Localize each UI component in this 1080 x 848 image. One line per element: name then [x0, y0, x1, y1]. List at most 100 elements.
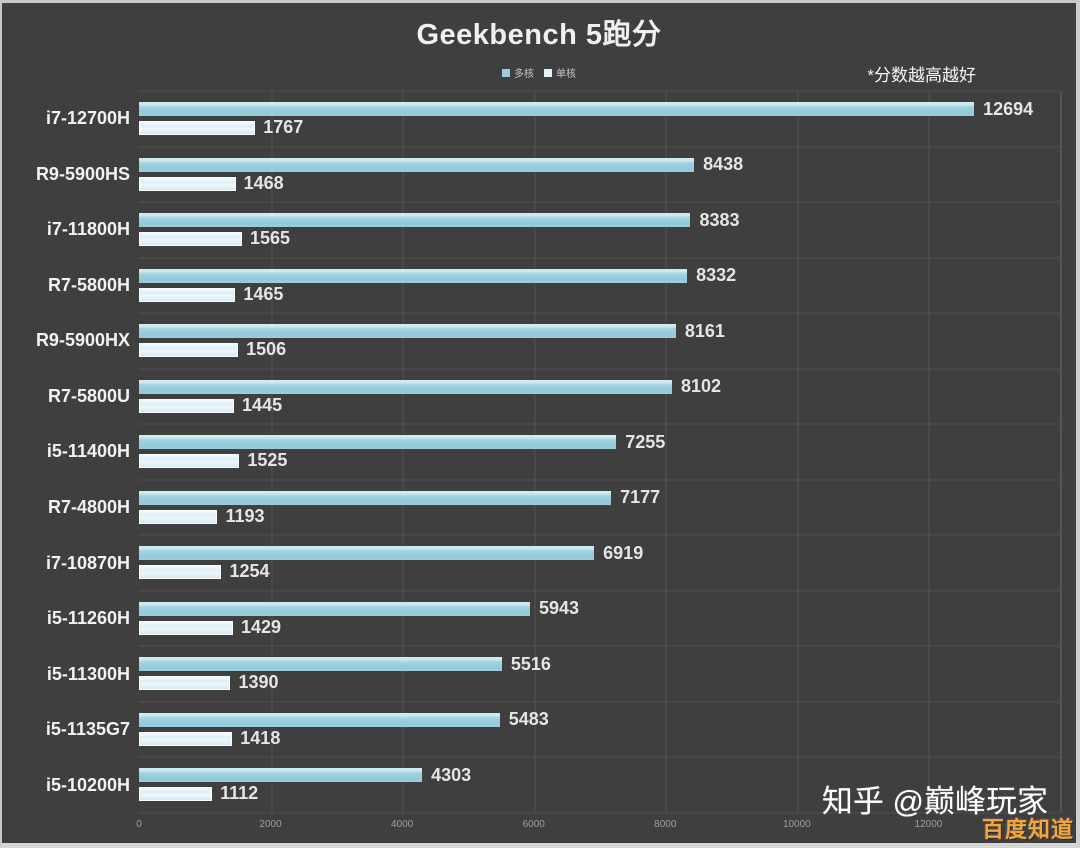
value-label-multicore: 8102	[680, 376, 722, 397]
chart-title: Geekbench 5跑分	[416, 19, 662, 51]
legend-label-multicore: 多核	[514, 69, 534, 80]
category-label: R7-5800H	[47, 274, 130, 295]
x-tick-label: 2000	[259, 819, 282, 830]
bar-singlecore: 1193	[139, 506, 265, 526]
category-label: i7-10870H	[45, 552, 130, 573]
bar-group: 8102 1445	[139, 369, 1060, 425]
bar-multicore: 12694	[139, 99, 1033, 119]
chart-note: *分数越高越好	[867, 66, 976, 85]
value-label-singlecore: 1193	[225, 505, 265, 526]
chart-row: R7-5800U 8102 1445	[8, 369, 1060, 425]
x-tick-label: 6000	[522, 819, 545, 830]
vertical-gridline	[270, 91, 273, 813]
category-label: R7-4800H	[47, 496, 130, 517]
horizontal-gridline	[139, 256, 1060, 259]
bar-multicore: 8102	[139, 376, 721, 396]
bar-multicore: 5483	[139, 709, 549, 729]
vertical-gridline	[402, 91, 405, 813]
horizontal-gridline	[139, 812, 1060, 814]
value-label-singlecore: 1465	[243, 283, 284, 304]
bar-multicore: 5516	[139, 654, 551, 674]
bar-group: 8332 1465	[139, 258, 1060, 314]
value-label-multicore: 5943	[538, 598, 579, 619]
bar-singlecore: 1465	[139, 284, 283, 304]
chart-row: i5-11260H 5943 1429	[8, 591, 1060, 647]
chart-row: R7-4800H 7177 1193	[8, 480, 1060, 536]
bar-multicore: 6919	[139, 543, 643, 563]
plot-area	[139, 90, 1062, 814]
value-label-singlecore: 1565	[249, 228, 290, 249]
value-label-multicore: 8438	[703, 154, 744, 175]
value-label-singlecore: 1112	[220, 783, 259, 804]
chart-row: R9-5900HX 8161 1506	[8, 313, 1060, 369]
category-label: i5-10200H	[45, 774, 130, 795]
value-label-multicore: 7177	[620, 487, 661, 508]
bar-singlecore: 1112	[139, 783, 258, 803]
horizontal-gridline	[139, 589, 1060, 592]
x-tick-label: 10000	[782, 819, 811, 830]
bar-singlecore: 1418	[139, 728, 280, 748]
bar-group: 4303 1112	[139, 757, 1060, 813]
bar-group: 8383 1565	[139, 202, 1060, 258]
horizontal-gridline	[139, 756, 1060, 759]
legend-swatch-multicore-icon	[502, 68, 510, 77]
bar-multicore: 7177	[139, 487, 660, 507]
bar-singlecore: 1767	[139, 117, 303, 137]
value-label-multicore: 12694	[983, 98, 1034, 119]
bar-multicore: 8383	[139, 210, 740, 230]
value-label-multicore: 5483	[508, 709, 549, 730]
category-label: i5-11400H	[46, 441, 130, 462]
vertical-gridline	[928, 91, 931, 813]
legend-item-singlecore: 单核	[544, 65, 576, 80]
watermark-baidu: 百度知道	[981, 817, 1074, 842]
vertical-gridline	[1060, 91, 1062, 813]
vertical-gridline	[665, 91, 668, 813]
bar-singlecore: 1445	[139, 395, 282, 415]
value-label-multicore: 8161	[684, 320, 725, 341]
bar-group: 5943 1429	[139, 591, 1060, 647]
bar-multicore: 7255	[139, 432, 665, 452]
horizontal-gridline	[139, 312, 1060, 315]
bar-singlecore: 1429	[139, 617, 281, 637]
value-label-multicore: 8383	[699, 209, 740, 230]
horizontal-gridline	[139, 478, 1060, 481]
bar-multicore: 5943	[139, 598, 579, 618]
bar-singlecore: 1525	[139, 450, 287, 470]
horizontal-gridline	[139, 367, 1060, 370]
value-label-multicore: 7255	[625, 431, 666, 452]
chart-rows: i7-12700H 12694 1767 R9-5900HS 8438 1468…	[8, 91, 1060, 813]
bar-group: 7255 1525	[139, 424, 1060, 480]
value-label-multicore: 8332	[696, 265, 737, 286]
horizontal-gridline	[139, 201, 1060, 204]
value-label-singlecore: 1390	[238, 672, 279, 693]
legend-item-multicore: 多核	[502, 65, 534, 80]
value-label-singlecore: 1506	[246, 339, 287, 360]
value-label-singlecore: 1525	[247, 450, 288, 471]
chart-row: i5-1135G7 5483 1418	[8, 702, 1060, 758]
horizontal-gridline	[139, 645, 1060, 648]
value-label-singlecore: 1418	[240, 727, 281, 748]
vertical-gridline	[533, 91, 536, 813]
value-label-singlecore: 1254	[229, 561, 270, 582]
chart-row: i7-12700H 12694 1767	[8, 91, 1060, 147]
horizontal-gridline	[139, 145, 1060, 148]
value-label-multicore: 5516	[510, 653, 551, 674]
chart-legend: 多核 单核	[2, 65, 1076, 80]
category-label: i5-11260H	[46, 608, 130, 629]
x-tick-label: 0	[136, 819, 142, 830]
bar-singlecore: 1390	[139, 672, 278, 692]
bar-group: 12694 1767	[139, 91, 1060, 147]
chart-row: R9-5900HS 8438 1468	[8, 147, 1060, 203]
value-label-singlecore: 1767	[263, 117, 304, 138]
category-label: i5-1135G7	[45, 719, 130, 740]
bar-singlecore: 1468	[139, 173, 284, 193]
x-tick-label: 4000	[391, 819, 414, 830]
horizontal-gridline	[139, 700, 1060, 703]
value-label-singlecore: 1445	[242, 394, 283, 415]
value-label-singlecore: 1429	[241, 616, 282, 637]
watermark-zhihu: 知乎 @巅峰玩家	[821, 784, 1048, 819]
bar-group: 7177 1193	[139, 480, 1060, 536]
value-label-multicore: 4303	[431, 764, 472, 785]
value-label-singlecore: 1468	[243, 172, 284, 193]
